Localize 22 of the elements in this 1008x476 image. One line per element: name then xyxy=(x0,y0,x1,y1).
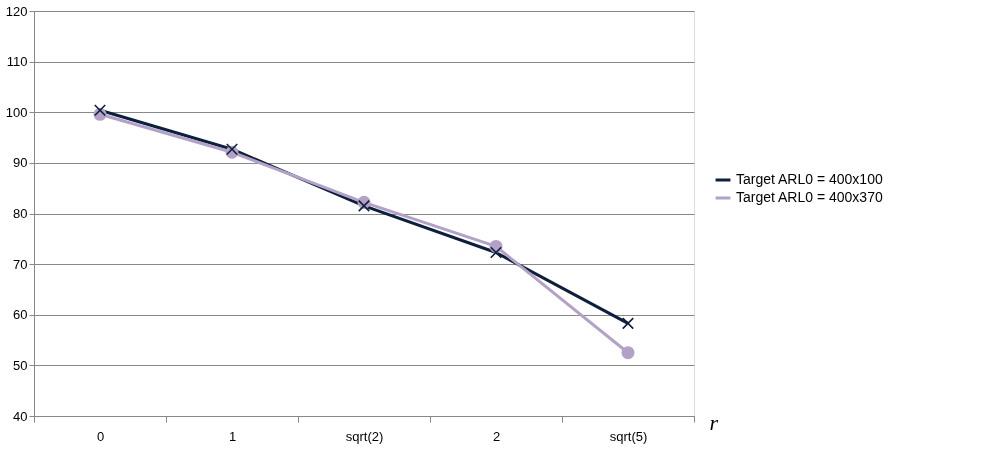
y-tick-label: 100 xyxy=(5,104,28,120)
y-tick-label: 70 xyxy=(13,256,28,272)
legend-label: Target ARL0 = 400x100 xyxy=(736,171,883,187)
y-tick-label: 50 xyxy=(13,357,28,373)
point xyxy=(621,317,635,330)
x-tick-label: 0 xyxy=(96,428,105,444)
y-tick-label: 90 xyxy=(13,155,28,171)
x-tick-label: sqrt(5) xyxy=(609,428,648,444)
x-tick-label: sqrt(2) xyxy=(345,428,384,444)
point xyxy=(93,104,107,117)
legend-label: Target ARL0 = 400x370 xyxy=(736,189,883,205)
y-tick-label: 60 xyxy=(13,307,28,323)
x-tick-label: 2 xyxy=(492,428,501,444)
point xyxy=(489,246,503,259)
y-tick-label: 110 xyxy=(6,54,28,70)
x-tick-label: 1 xyxy=(228,428,237,444)
y-tick-label: 40 xyxy=(13,408,28,424)
x-axis-title: r xyxy=(709,409,719,435)
point xyxy=(621,346,635,360)
point xyxy=(357,199,371,212)
y-tick-label: 120 xyxy=(5,3,28,19)
y-tick-label: 80 xyxy=(13,206,28,221)
